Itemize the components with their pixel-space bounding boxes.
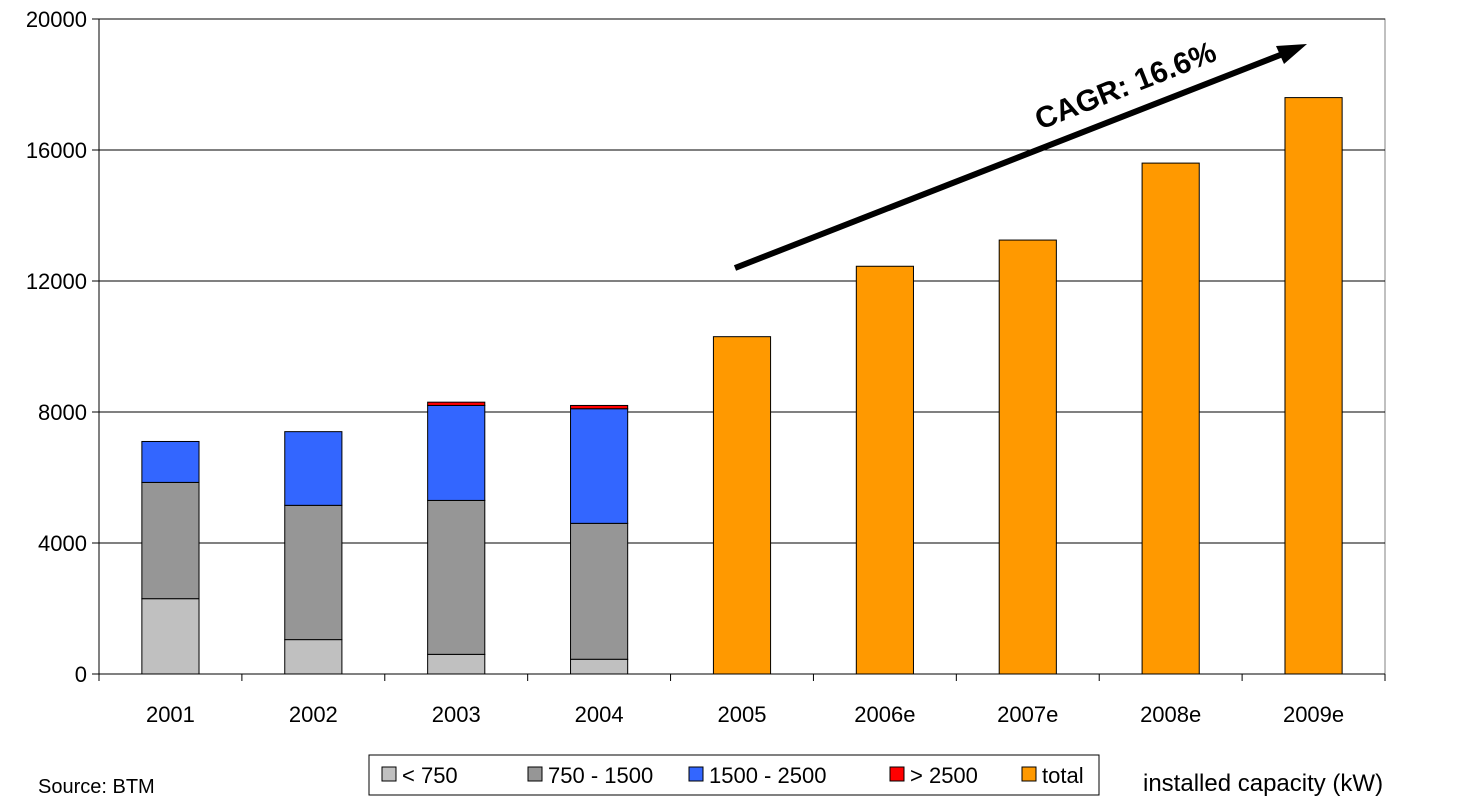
bar-segment [284, 431, 343, 506]
bar-segment [1141, 162, 1200, 675]
bar-segment [998, 239, 1057, 675]
legend-label: 750 - 1500 [548, 763, 653, 788]
source-note: Source: BTM [38, 776, 155, 798]
cagr-label: CAGR: 16.6% [1030, 36, 1220, 137]
bar-segment [427, 404, 486, 501]
bars [141, 97, 1343, 675]
y-tick-label: 8000 [38, 400, 87, 425]
bar-segment [570, 404, 629, 410]
legend-swatch [889, 766, 905, 782]
bar-segment [570, 408, 629, 524]
x-tick-label: 2008e [1140, 702, 1201, 727]
axes [92, 18, 1386, 681]
x-tick-label: 2003 [432, 702, 481, 727]
x-tick-label: 2005 [718, 702, 767, 727]
legend-label: 1500 - 2500 [709, 763, 826, 788]
x-tick-label: 2004 [575, 702, 624, 727]
bar-segment [427, 401, 486, 406]
cagr-annotation: CAGR: 16.6% [733, 36, 1307, 271]
legend-label: total [1042, 763, 1084, 788]
x-tick-label: 2006e [854, 702, 915, 727]
bar-segment [284, 639, 343, 675]
legend-label: < 750 [402, 763, 458, 788]
bar-segment [284, 504, 343, 641]
legend-swatch [688, 766, 704, 782]
bar-segment [712, 336, 772, 675]
y-tick-label: 20000 [26, 7, 87, 32]
y-tick-label: 0 [75, 662, 87, 687]
unit-note: installed capacity (kW) [1143, 770, 1383, 797]
bar-segment [855, 265, 914, 675]
bar-segment [141, 598, 200, 675]
y-tick-label: 12000 [26, 269, 87, 294]
bar-segment [141, 481, 200, 600]
x-tick-labels: 2001 2002 2003 2004 2005 2006e 2007e 2008e 2009e [146, 702, 1344, 727]
bar-segment [570, 522, 629, 660]
x-tick-label: 2007e [997, 702, 1058, 727]
x-tick-label: 2001 [146, 702, 195, 727]
y-tick-labels: 0 4000 8000 12000 16000 20000 [26, 7, 87, 687]
bar-segment [1284, 97, 1343, 675]
bar-segment [427, 499, 486, 655]
legend-swatch [527, 766, 543, 782]
legend-swatch [1021, 766, 1037, 782]
y-tick-label: 4000 [38, 531, 87, 556]
y-tick-label: 16000 [26, 138, 87, 163]
legend-swatch [381, 766, 397, 782]
legend-label: > 2500 [910, 763, 978, 788]
bar-segment [141, 440, 200, 483]
legend-box [368, 754, 1100, 796]
cagr-arrow-head [1276, 44, 1307, 64]
bar-segment [427, 653, 486, 675]
x-tick-label: 2002 [289, 702, 338, 727]
cagr-arrow-line [733, 49, 1290, 271]
legend: < 750 750 - 1500 1500 - 2500 > 2500 total [368, 754, 1100, 796]
bar-segment [570, 658, 629, 675]
x-tick-label: 2009e [1283, 702, 1344, 727]
